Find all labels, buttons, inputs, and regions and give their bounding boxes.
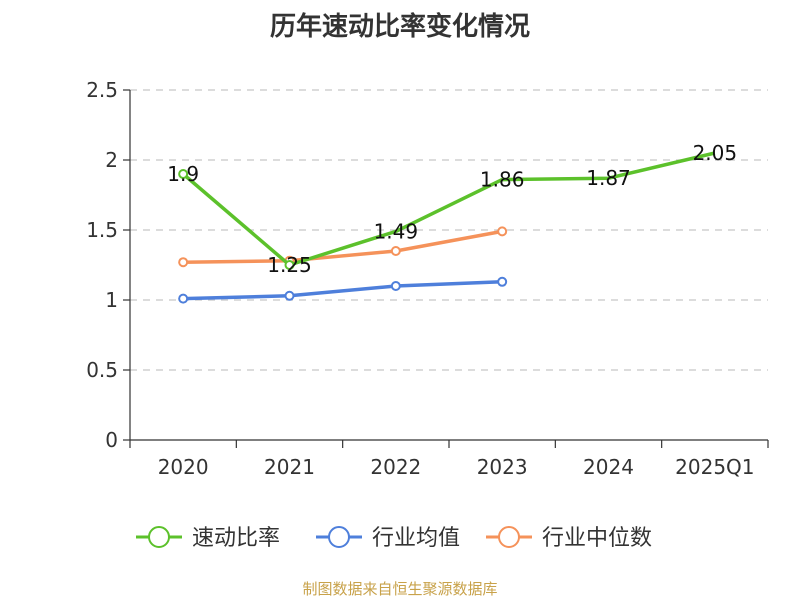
x-tick-label: 2024 — [583, 455, 634, 479]
x-tick-label: 2021 — [264, 455, 315, 479]
legend-item: 行业中位数 — [486, 526, 652, 551]
data-point — [284, 260, 295, 270]
data-point — [497, 226, 508, 237]
y-tick-label: 2.5 — [86, 78, 118, 102]
x-tick-label: 2022 — [370, 455, 421, 479]
data-point — [390, 246, 401, 256]
legend-label: 行业中位数 — [542, 526, 652, 551]
y-tick-label: 0 — [105, 428, 118, 452]
legend-label: 速动比率 — [192, 526, 280, 551]
data-point — [284, 290, 295, 301]
data-label: 1.87 — [586, 166, 631, 190]
x-tick-label: 2020 — [158, 455, 209, 479]
series-line — [183, 229, 503, 264]
source-note: 制图数据来自恒生聚源数据库 — [302, 580, 498, 598]
data-point — [390, 281, 401, 291]
data-label: 1.49 — [374, 219, 419, 243]
legend-swatch-marker — [148, 526, 170, 548]
y-tick-label: 1.5 — [86, 218, 118, 242]
axes: 0 0.5 1 1.5 2 2.5 2020 2021 2022 2023 2024 2025Q1 — [86, 78, 769, 479]
grid-lines — [130, 89, 768, 371]
legend-swatch-marker — [328, 526, 350, 548]
data-point — [497, 276, 508, 287]
x-tick-label: 2023 — [477, 455, 528, 479]
data-point — [178, 169, 189, 179]
series-line — [182, 151, 716, 267]
data-label: 2.05 — [693, 141, 738, 165]
series-line — [183, 280, 503, 301]
chart-title: 历年速动比率变化情况 — [269, 12, 530, 42]
legend-swatch-marker — [498, 526, 520, 548]
data-label: 1.9 — [167, 162, 199, 186]
data-point — [178, 293, 189, 304]
legend-item: 速动比率 — [136, 526, 280, 551]
x-tick-label: 2025Q1 — [675, 455, 754, 479]
series-lines — [178, 151, 716, 304]
legend-label: 行业均值 — [372, 526, 460, 551]
data-label: 1.25 — [267, 253, 312, 277]
y-tick-label: 1 — [105, 288, 118, 312]
legend-item: 行业均值 — [316, 526, 460, 551]
data-point — [178, 257, 189, 268]
data-label: 1.86 — [480, 168, 525, 192]
data-labels: 1.9 1.25 1.49 1.86 1.87 2.05 — [167, 141, 737, 277]
y-tick-label: 0.5 — [86, 358, 118, 382]
y-tick-label: 2 — [105, 148, 118, 172]
legend: 速动比率 行业均值 行业中位数 — [136, 526, 652, 551]
